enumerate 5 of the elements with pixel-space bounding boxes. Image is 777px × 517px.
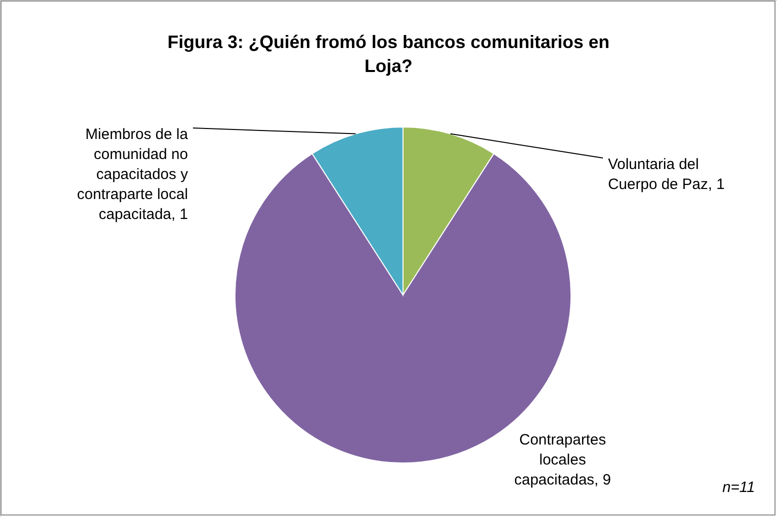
chart-title: Figura 3: ¿Quién fromó los bancos comunitarios en Loja? [167,32,610,76]
slice-label: Voluntaria del Cuerpo de Paz, 1 [608,156,725,194]
slice-label: Contrapartes locales capacitadas, 9 [514,432,611,489]
slice-label: Miembros de la comunidad no capacitados y contraparte local capacitada, 1 [77,126,189,224]
text: n=11 [722,479,755,496]
